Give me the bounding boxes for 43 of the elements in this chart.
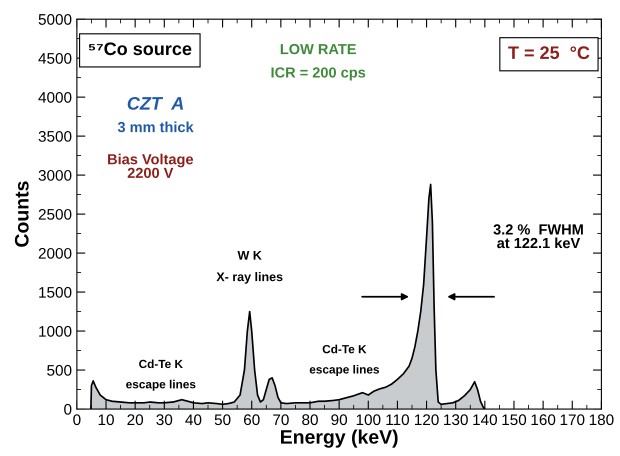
x-tick-label: 80 — [302, 414, 318, 426]
annotation: 3 mm thick — [118, 122, 194, 132]
x-tick-label: 90 — [331, 414, 348, 426]
x-tick-label: 60 — [244, 414, 260, 426]
x-tick-label: 70 — [273, 414, 289, 426]
annotation: ⁵⁷Co source — [88, 42, 192, 56]
x-tick-label: 120 — [414, 414, 439, 426]
annotation: 3.2 % FWHM at 122.1 keV — [493, 224, 583, 248]
x-tick-label: 170 — [560, 414, 584, 426]
y-tick-label: 0 — [64, 404, 72, 415]
annotation: W K X- ray lines — [216, 251, 283, 284]
x-tick-label: 150 — [502, 414, 526, 426]
y-tick-label: 2000 — [38, 248, 72, 259]
x-tick-label: 110 — [386, 414, 410, 426]
annotation: Bias Voltage 2200 V — [108, 154, 194, 178]
annotation: CZT A — [128, 96, 183, 110]
y-tick-label: 1000 — [39, 326, 72, 337]
y-axis-title: Counts — [14, 181, 29, 247]
x-tick-label: 180 — [590, 414, 614, 426]
y-tick-label: 3000 — [38, 170, 72, 181]
annotation: LOW RATE — [280, 44, 356, 54]
x-tick-label: 40 — [185, 414, 202, 426]
annotation: ICR = 200 cps — [272, 67, 366, 81]
x-axis-title: Energy (keV) — [281, 430, 398, 448]
x-tick-label: 140 — [473, 414, 497, 426]
annotation: Cd-Te K escape lines — [126, 359, 196, 391]
x-tick-label: 100 — [356, 414, 380, 426]
x-tick-label: 0 — [73, 414, 81, 426]
x-tick-label: 160 — [532, 414, 556, 426]
x-tick-label: 10 — [98, 414, 114, 426]
y-tick-label: 2500 — [38, 208, 72, 220]
x-tick-label: 30 — [156, 414, 172, 426]
annotation: Cd-Te K escape lines — [310, 344, 380, 376]
x-tick-label: 20 — [127, 414, 144, 426]
y-tick-label: 5000 — [38, 14, 72, 25]
x-tick-label: 130 — [444, 414, 468, 426]
y-tick-label: 3500 — [38, 130, 72, 142]
y-tick-label: 4500 — [38, 53, 72, 64]
y-tick-label: 4000 — [38, 92, 72, 103]
annotation: T = 25 °C — [508, 46, 590, 60]
y-tick-label: 1500 — [39, 286, 72, 298]
y-tick-label: 500 — [47, 364, 72, 376]
x-tick-label: 50 — [214, 414, 230, 426]
